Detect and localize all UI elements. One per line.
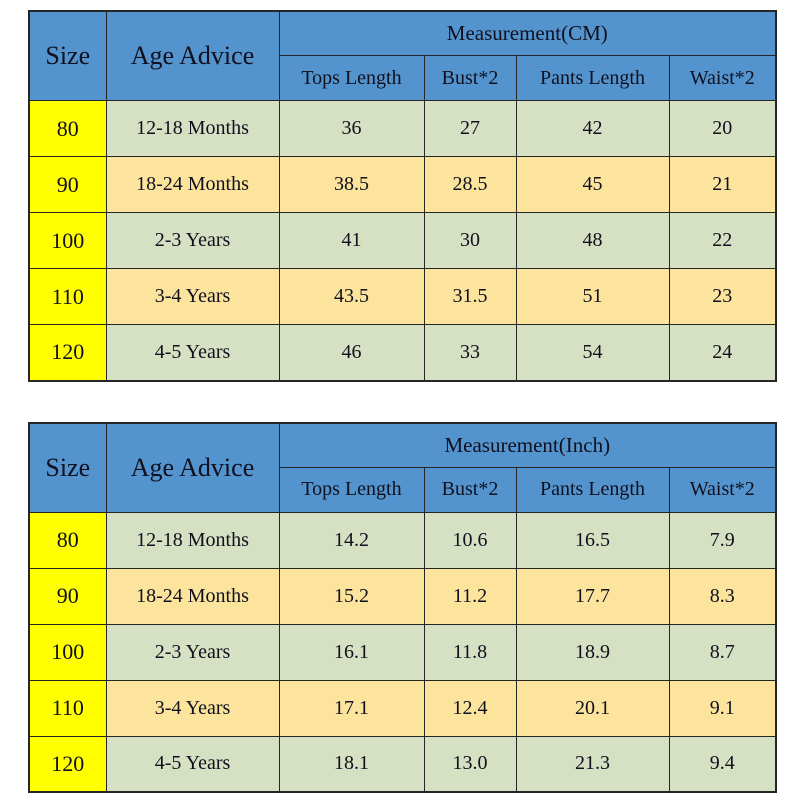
- column-header-waist: Waist*2: [668, 55, 777, 101]
- size-cell: 100: [28, 623, 107, 681]
- size-cell: 90: [28, 567, 107, 625]
- value-cell: 9.4: [668, 735, 777, 793]
- value-cell: 45: [515, 156, 670, 213]
- value-cell: 20.1: [515, 679, 670, 737]
- value-cell: 11.8: [423, 623, 517, 681]
- measurement-header: Measurement(CM): [278, 10, 777, 56]
- value-cell: 14.2: [278, 511, 425, 569]
- age-advice-header: Age Advice: [105, 10, 280, 101]
- table-row: 110 3-4 Years 43.5 31.5 51 23: [28, 268, 777, 325]
- value-cell: 21.3: [515, 735, 670, 793]
- table-row: 90 18-24 Months 38.5 28.5 45 21: [28, 156, 777, 213]
- size-chart-cm-table: Size Age Advice Measurement(CM) Tops Len…: [28, 10, 778, 382]
- age-cell: 18-24 Months: [105, 156, 280, 213]
- value-cell: 18.1: [278, 735, 425, 793]
- column-header-bust: Bust*2: [423, 466, 517, 513]
- value-cell: 27: [423, 100, 517, 157]
- value-cell: 33: [423, 324, 517, 381]
- value-cell: 12.4: [423, 679, 517, 737]
- measurement-header: Measurement(Inch): [278, 422, 777, 468]
- table-row: 80 12-18 Months 36 27 42 20: [28, 100, 777, 157]
- column-header-pants-length: Pants Length: [515, 466, 670, 513]
- size-header: Size: [28, 10, 107, 101]
- age-cell: 2-3 Years: [105, 212, 280, 269]
- size-cell: 80: [28, 511, 107, 569]
- value-cell: 17.1: [278, 679, 425, 737]
- value-cell: 16.1: [278, 623, 425, 681]
- value-cell: 38.5: [278, 156, 425, 213]
- column-header-bust: Bust*2: [423, 55, 517, 101]
- column-header-pants-length: Pants Length: [515, 55, 670, 101]
- size-chart-inch-table: Size Age Advice Measurement(Inch) Tops L…: [28, 421, 778, 793]
- value-cell: 8.7: [668, 623, 777, 681]
- value-cell: 30: [423, 212, 517, 269]
- value-cell: 18.9: [515, 623, 670, 681]
- age-advice-header: Age Advice: [105, 422, 280, 513]
- value-cell: 43.5: [278, 268, 425, 325]
- age-cell: 4-5 Years: [105, 735, 280, 793]
- size-cell: 80: [28, 100, 107, 157]
- table-row: 120 4-5 Years 18.1 13.0 21.3 9.4: [28, 735, 777, 793]
- table-row: 80 12-18 Months 14.2 10.6 16.5 7.9: [28, 511, 777, 569]
- value-cell: 28.5: [423, 156, 517, 213]
- value-cell: 48: [515, 212, 670, 269]
- age-cell: 2-3 Years: [105, 623, 280, 681]
- table-row: 90 18-24 Months 15.2 11.2 17.7 8.3: [28, 567, 777, 625]
- value-cell: 9.1: [668, 679, 777, 737]
- value-cell: 7.9: [668, 511, 777, 569]
- value-cell: 31.5: [423, 268, 517, 325]
- size-cell: 110: [28, 679, 107, 737]
- size-header: Size: [28, 422, 107, 513]
- value-cell: 11.2: [423, 567, 517, 625]
- value-cell: 15.2: [278, 567, 425, 625]
- value-cell: 17.7: [515, 567, 670, 625]
- value-cell: 22: [668, 212, 777, 269]
- value-cell: 20: [668, 100, 777, 157]
- value-cell: 13.0: [423, 735, 517, 793]
- value-cell: 23: [668, 268, 777, 325]
- value-cell: 21: [668, 156, 777, 213]
- value-cell: 36: [278, 100, 425, 157]
- size-cell: 120: [28, 324, 107, 381]
- age-cell: 12-18 Months: [105, 100, 280, 157]
- table-row: 120 4-5 Years 46 33 54 24: [28, 324, 777, 381]
- size-cell: 110: [28, 268, 107, 325]
- size-cell: 90: [28, 156, 107, 213]
- column-header-tops-length: Tops Length: [278, 55, 425, 101]
- value-cell: 54: [515, 324, 670, 381]
- column-header-tops-length: Tops Length: [278, 466, 425, 513]
- table-row: 100 2-3 Years 41 30 48 22: [28, 212, 777, 269]
- value-cell: 51: [515, 268, 670, 325]
- value-cell: 42: [515, 100, 670, 157]
- age-cell: 3-4 Years: [105, 268, 280, 325]
- value-cell: 10.6: [423, 511, 517, 569]
- value-cell: 46: [278, 324, 425, 381]
- age-cell: 3-4 Years: [105, 679, 280, 737]
- size-cell: 120: [28, 735, 107, 793]
- value-cell: 41: [278, 212, 425, 269]
- age-cell: 12-18 Months: [105, 511, 280, 569]
- value-cell: 24: [668, 324, 777, 381]
- age-cell: 4-5 Years: [105, 324, 280, 381]
- column-header-waist: Waist*2: [668, 466, 777, 513]
- value-cell: 8.3: [668, 567, 777, 625]
- table-row: 110 3-4 Years 17.1 12.4 20.1 9.1: [28, 679, 777, 737]
- table-row: 100 2-3 Years 16.1 11.8 18.9 8.7: [28, 623, 777, 681]
- age-cell: 18-24 Months: [105, 567, 280, 625]
- size-cell: 100: [28, 212, 107, 269]
- value-cell: 16.5: [515, 511, 670, 569]
